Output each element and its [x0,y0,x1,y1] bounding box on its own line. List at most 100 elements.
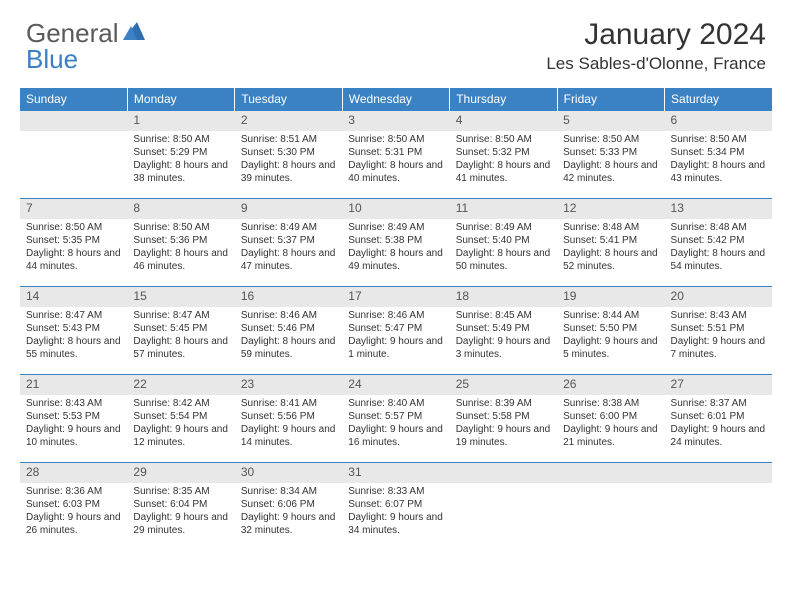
sunrise-line: Sunrise: 8:43 AM [671,309,766,322]
sunrise-line: Sunrise: 8:50 AM [671,133,766,146]
sunrise-line: Sunrise: 8:34 AM [241,485,336,498]
daylight-line: Daylight: 8 hours and 55 minutes. [26,335,121,361]
day-number: 4 [450,111,557,131]
daylight-line: Daylight: 9 hours and 19 minutes. [456,423,551,449]
daylight-line: Daylight: 9 hours and 1 minute. [348,335,443,361]
sunrise-line: Sunrise: 8:37 AM [671,397,766,410]
sunset-line: Sunset: 6:06 PM [241,498,336,511]
daylight-line: Daylight: 9 hours and 32 minutes. [241,511,336,537]
day-number: 12 [557,199,664,219]
calendar-day-cell: 8Sunrise: 8:50 AMSunset: 5:36 PMDaylight… [127,199,234,287]
calendar-header-row: SundayMondayTuesdayWednesdayThursdayFrid… [20,88,772,111]
calendar-day-cell: 19Sunrise: 8:44 AMSunset: 5:50 PMDayligh… [557,287,664,375]
calendar-day-cell: 20 Sunrise: 8:43 AMSunset: 5:51 PMDayligh… [665,287,772,375]
month-title: January 2024 [546,18,766,52]
calendar-day-cell: 28Sunrise: 8:36 AMSunset: 6:03 PMDayligh… [20,463,127,551]
day-number: 13 [665,199,772,219]
daylight-line: Daylight: 8 hours and 46 minutes. [133,247,228,273]
daylight-line: Daylight: 9 hours and 14 minutes. [241,423,336,449]
sunset-line: Sunset: 5:32 PM [456,146,551,159]
sunrise-line: Sunrise: 8:43 AM [26,397,121,410]
daylight-line: Daylight: 9 hours and 7 minutes. [671,335,766,361]
sunrise-line: Sunrise: 8:50 AM [133,133,228,146]
day-number: 30 [235,463,342,483]
sunrise-line: Sunrise: 8:49 AM [241,221,336,234]
sunset-line: Sunset: 5:38 PM [348,234,443,247]
sunrise-line: Sunrise: 8:50 AM [26,221,121,234]
sunset-line: Sunset: 6:04 PM [133,498,228,511]
day-number: 20 [665,287,772,307]
sunrise-line: Sunrise: 8:35 AM [133,485,228,498]
day-number: 10 [342,199,449,219]
sunrise-line: Sunrise: 8:46 AM [241,309,336,322]
day-number: 6 [665,111,772,131]
daylight-line: Daylight: 8 hours and 44 minutes. [26,247,121,273]
sunrise-line: Sunrise: 8:48 AM [671,221,766,234]
day-number: 26 [557,375,664,395]
calendar-day-cell: 9Sunrise: 8:49 AMSunset: 5:37 PMDaylight… [235,199,342,287]
daylight-line: Daylight: 8 hours and 54 minutes. [671,247,766,273]
sunset-line: Sunset: 5:31 PM [348,146,443,159]
sunrise-line: Sunrise: 8:50 AM [348,133,443,146]
daylight-line: Daylight: 9 hours and 3 minutes. [456,335,551,361]
title-block: January 2024 Les Sables-d'Olonne, France [546,18,766,74]
sunset-line: Sunset: 5:45 PM [133,322,228,335]
sunset-line: Sunset: 5:51 PM [671,322,766,335]
daylight-line: Daylight: 8 hours and 42 minutes. [563,159,658,185]
calendar-day-cell: 11Sunrise: 8:49 AMSunset: 5:40 PMDayligh… [450,199,557,287]
calendar-week-row: 1Sunrise: 8:50 AMSunset: 5:29 PMDaylight… [20,111,772,199]
sunset-line: Sunset: 5:41 PM [563,234,658,247]
calendar-day-cell: 4Sunrise: 8:50 AMSunset: 5:32 PMDaylight… [450,111,557,199]
day-number: 17 [342,287,449,307]
calendar-body: 1Sunrise: 8:50 AMSunset: 5:29 PMDaylight… [20,111,772,551]
calendar-day-cell: 25Sunrise: 8:39 AMSunset: 5:58 PMDayligh… [450,375,557,463]
daylight-line: Daylight: 8 hours and 57 minutes. [133,335,228,361]
daylight-line: Daylight: 9 hours and 16 minutes. [348,423,443,449]
calendar-table: SundayMondayTuesdayWednesdayThursdayFrid… [20,88,772,551]
calendar-day-cell: 15Sunrise: 8:47 AMSunset: 5:45 PMDayligh… [127,287,234,375]
day-number: 18 [450,287,557,307]
daylight-line: Daylight: 9 hours and 26 minutes. [26,511,121,537]
sunrise-line: Sunrise: 8:38 AM [563,397,658,410]
sunrise-line: Sunrise: 8:46 AM [348,309,443,322]
calendar-day-cell: 13 Sunrise: 8:48 AMSunset: 5:42 PMDayligh… [665,199,772,287]
daylight-line: Daylight: 8 hours and 40 minutes. [348,159,443,185]
sunrise-line: Sunrise: 8:51 AM [241,133,336,146]
sunset-line: Sunset: 5:43 PM [26,322,121,335]
sunrise-line: Sunrise: 8:47 AM [133,309,228,322]
sunrise-line: Sunrise: 8:50 AM [563,133,658,146]
daylight-line: Daylight: 8 hours and 43 minutes. [671,159,766,185]
calendar-day-cell: 29Sunrise: 8:35 AMSunset: 6:04 PMDayligh… [127,463,234,551]
sunset-line: Sunset: 5:42 PM [671,234,766,247]
calendar-day-cell: 18 Sunrise: 8:45 AMSunset: 5:49 PMDayligh… [450,287,557,375]
day-number: 21 [20,375,127,395]
weekday-header: Tuesday [235,88,342,111]
sunrise-line: Sunrise: 8:50 AM [456,133,551,146]
brand-logo-blue: Blue [26,44,78,75]
sunset-line: Sunset: 5:50 PM [563,322,658,335]
calendar-week-row: 28Sunrise: 8:36 AMSunset: 6:03 PMDayligh… [20,463,772,551]
sunset-line: Sunset: 5:35 PM [26,234,121,247]
calendar-day-cell: 24Sunrise: 8:40 AMSunset: 5:57 PMDayligh… [342,375,449,463]
day-number: 19 [557,287,664,307]
day-number-empty [557,463,664,483]
sunset-line: Sunset: 5:54 PM [133,410,228,423]
sunrise-line: Sunrise: 8:42 AM [133,397,228,410]
weekday-header: Sunday [20,88,127,111]
calendar-day-cell: 17 Sunrise: 8:46 AMSunset: 5:47 PMDayligh… [342,287,449,375]
calendar-day-cell: 22Sunrise: 8:42 AMSunset: 5:54 PMDayligh… [127,375,234,463]
day-number: 3 [342,111,449,131]
daylight-line: Daylight: 8 hours and 38 minutes. [133,159,228,185]
calendar-day-cell: 12Sunrise: 8:48 AMSunset: 5:41 PMDayligh… [557,199,664,287]
sunrise-line: Sunrise: 8:49 AM [348,221,443,234]
calendar-day-cell: 3 Sunrise: 8:50 AMSunset: 5:31 PMDaylight… [342,111,449,199]
sunset-line: Sunset: 5:49 PM [456,322,551,335]
triangle-icon [123,22,145,45]
sunset-line: Sunset: 5:57 PM [348,410,443,423]
sunset-line: Sunset: 5:47 PM [348,322,443,335]
sunrise-line: Sunrise: 8:45 AM [456,309,551,322]
sunset-line: Sunset: 5:40 PM [456,234,551,247]
calendar-day-cell: 16Sunrise: 8:46 AMSunset: 5:46 PMDayligh… [235,287,342,375]
day-number: 2 [235,111,342,131]
day-number: 7 [20,199,127,219]
